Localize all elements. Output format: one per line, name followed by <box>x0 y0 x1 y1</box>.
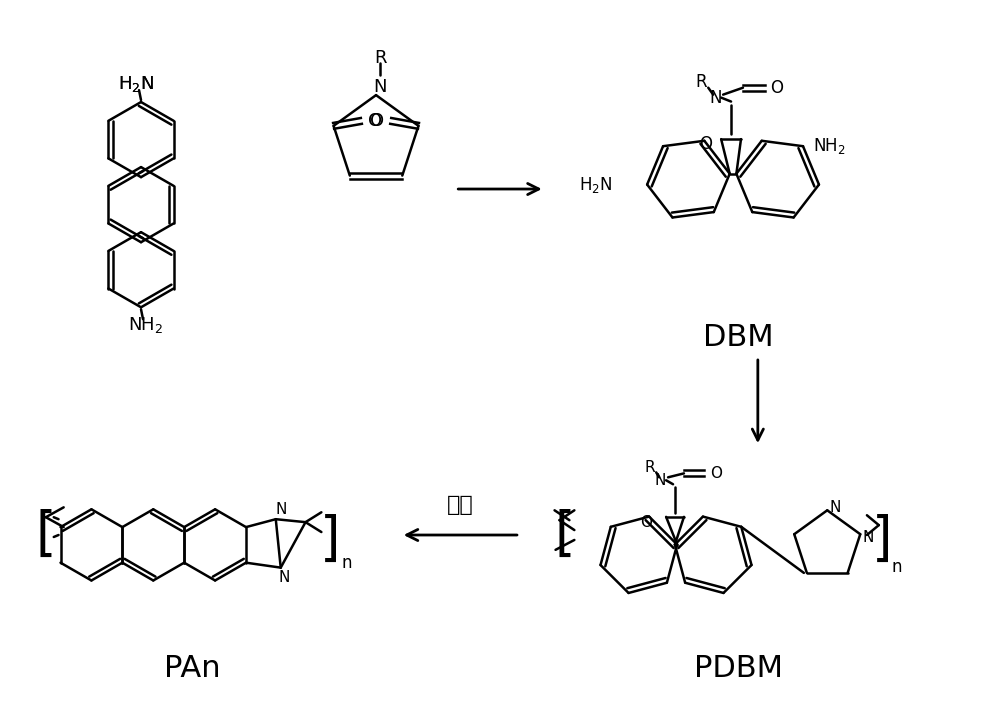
Text: ]: ] <box>320 514 341 566</box>
Text: O: O <box>710 466 722 481</box>
Text: H$_2$N: H$_2$N <box>118 74 154 95</box>
Text: PAn: PAn <box>164 654 221 683</box>
Text: O: O <box>770 79 783 97</box>
Text: O: O <box>699 135 712 153</box>
Text: NH$_2$: NH$_2$ <box>128 315 164 335</box>
Text: N: N <box>373 79 387 96</box>
Text: PDBM: PDBM <box>694 654 783 683</box>
Text: DBM: DBM <box>703 323 773 352</box>
Text: n: n <box>891 558 902 576</box>
Text: O: O <box>370 112 384 130</box>
Text: n: n <box>342 554 352 571</box>
Text: H$_2$N: H$_2$N <box>579 174 612 195</box>
Text: 加热: 加热 <box>447 495 474 515</box>
Text: N: N <box>278 570 289 585</box>
Text: R: R <box>695 73 707 91</box>
Text: H$_2$N: H$_2$N <box>118 74 154 95</box>
Text: N: N <box>275 502 286 517</box>
Text: NH$_2$: NH$_2$ <box>813 136 846 156</box>
Text: O: O <box>368 112 382 130</box>
Text: [: [ <box>36 509 56 561</box>
Text: N: N <box>709 89 721 107</box>
Text: N: N <box>863 530 874 545</box>
Text: R: R <box>374 49 386 67</box>
Text: N: N <box>654 473 666 488</box>
Text: O: O <box>640 515 652 530</box>
Text: N: N <box>829 500 841 515</box>
Text: ]: ] <box>872 514 892 566</box>
Text: [: [ <box>554 509 575 561</box>
Text: R: R <box>645 460 656 475</box>
